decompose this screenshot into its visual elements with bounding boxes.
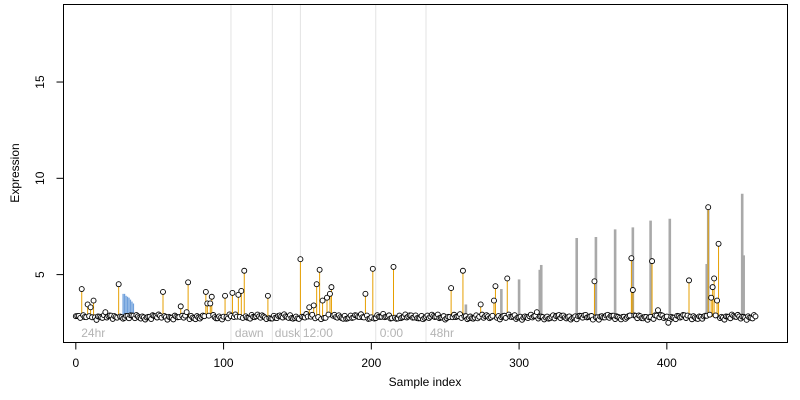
x-tick-label: 0 <box>72 356 79 370</box>
data-point <box>711 275 718 282</box>
data-point <box>327 290 333 297</box>
data-point <box>533 309 540 316</box>
data-point <box>297 256 304 263</box>
data-point <box>207 300 214 307</box>
x-tick-label: 400 <box>657 356 677 370</box>
data-point <box>90 297 97 304</box>
data-point <box>477 301 484 308</box>
data-point <box>708 294 715 301</box>
data-point <box>448 285 455 292</box>
data-point <box>87 304 94 311</box>
x-tick-label: 200 <box>361 356 381 370</box>
y-axis: 5 10 15 <box>33 75 64 278</box>
region-label: 0:00 <box>380 326 404 340</box>
data-point <box>390 263 397 270</box>
data-point <box>369 265 376 272</box>
data-point <box>241 267 248 274</box>
data-point <box>222 292 229 299</box>
data-point <box>712 312 719 319</box>
data-point <box>264 292 271 299</box>
data-point <box>185 279 192 286</box>
data-point <box>316 266 323 273</box>
data-point <box>313 281 320 288</box>
data-point <box>591 278 598 285</box>
data-point <box>706 311 713 318</box>
data-point <box>362 290 369 297</box>
data-point <box>310 302 317 309</box>
y-tick-label: 10 <box>33 171 47 185</box>
data-point <box>328 284 335 291</box>
data-point <box>183 309 190 316</box>
x-axis-label: Sample index <box>389 375 462 389</box>
x-axis: 0 100 200 300 400 <box>72 342 677 370</box>
data-point <box>705 204 712 211</box>
x-tick-label: 100 <box>214 356 234 370</box>
data-point <box>319 297 326 304</box>
data-point <box>709 284 716 291</box>
data-point <box>238 288 245 294</box>
data-point <box>752 313 759 320</box>
data-point <box>177 303 184 310</box>
data-point <box>115 281 122 288</box>
spike-segments-layer <box>81 207 720 317</box>
region-label: dusk <box>275 326 301 340</box>
region-label: 12:00 <box>303 326 333 340</box>
data-point <box>655 307 661 314</box>
y-tick-label: 15 <box>33 75 47 89</box>
y-axis-label: Expression <box>8 143 22 202</box>
data-point <box>628 255 635 262</box>
region-label: 24hr <box>81 326 105 340</box>
data-point <box>235 291 242 298</box>
data-point <box>492 283 499 290</box>
data-point <box>324 294 330 301</box>
data-point <box>229 289 236 296</box>
bars-layer <box>122 193 745 317</box>
data-point <box>665 319 672 326</box>
y-tick-label: 5 <box>33 271 47 278</box>
data-point <box>491 297 497 304</box>
data-point <box>649 258 656 265</box>
data-point <box>504 275 511 282</box>
data-point <box>629 287 636 293</box>
region-label: 48hr <box>430 326 454 340</box>
region-labels-layer: 24hr dawn dusk 12:00 0:00 48hr <box>81 326 454 340</box>
data-point <box>715 240 722 247</box>
data-point <box>160 288 166 295</box>
points-layer <box>72 204 759 326</box>
x-tick-label: 300 <box>509 356 529 370</box>
data-point <box>202 288 209 295</box>
data-point <box>459 267 466 274</box>
data-point <box>714 297 721 304</box>
region-label: dawn <box>235 326 264 340</box>
data-point <box>102 309 109 316</box>
region-lines-layer <box>230 5 427 342</box>
data-point <box>78 286 85 292</box>
data-point <box>686 277 692 284</box>
data-point <box>208 293 215 300</box>
